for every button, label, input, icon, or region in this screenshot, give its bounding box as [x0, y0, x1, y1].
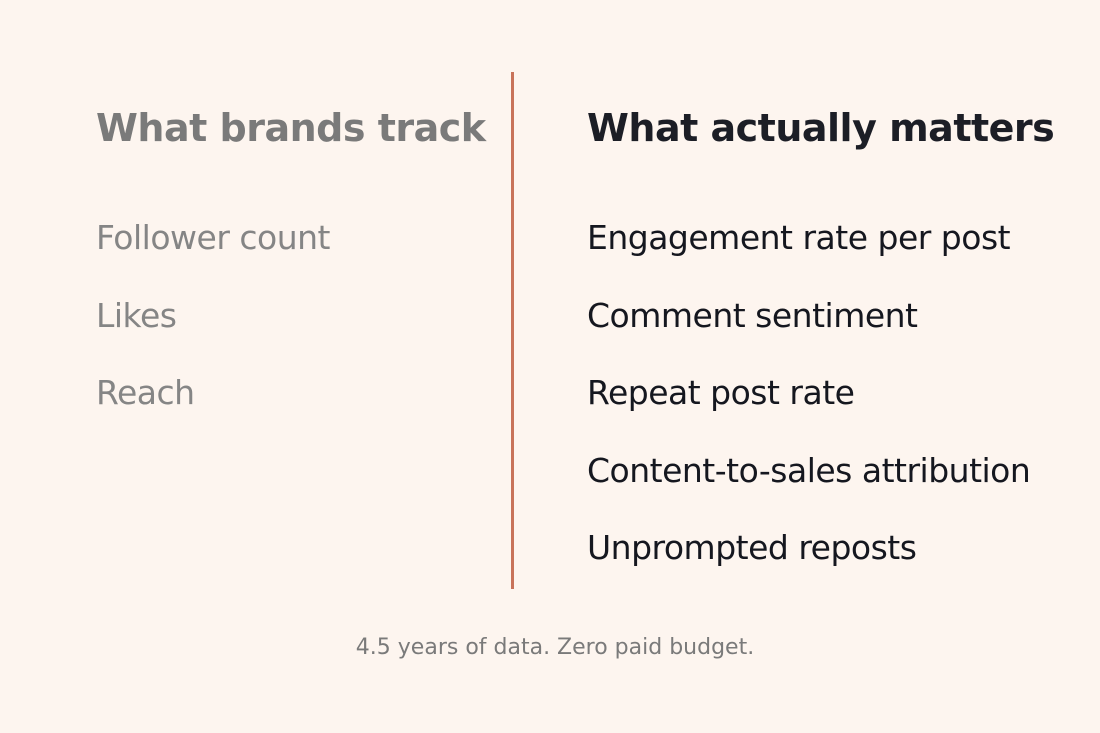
column-title: What actually matters	[587, 106, 1055, 150]
metric-item: Engagement rate per post	[587, 218, 1011, 257]
metric-item: Content-to-sales attribution	[587, 450, 1031, 490]
column-title: What brands track	[96, 106, 486, 150]
left-column: What brands track Follower count Likes Rea…	[96, 100, 486, 432]
divider	[511, 72, 514, 589]
metric-item: Unprompted reposts	[587, 528, 917, 567]
item-list: Follower count Likes Reach	[96, 199, 486, 432]
metric-item: Repeat post rate	[587, 373, 855, 412]
right-column: What actually matters Engagement rate pe…	[587, 100, 1055, 587]
footer-note: 4.5 years of data. Zero paid budget.	[355, 635, 755, 660]
item-list: Engagement rate per post Comment sentimen…	[587, 199, 1054, 587]
metric-item: Comment sentiment	[587, 295, 918, 335]
metric-item: Reach	[96, 373, 195, 412]
metric-item: Likes	[96, 295, 177, 335]
metric-item: Follower count	[96, 218, 330, 257]
